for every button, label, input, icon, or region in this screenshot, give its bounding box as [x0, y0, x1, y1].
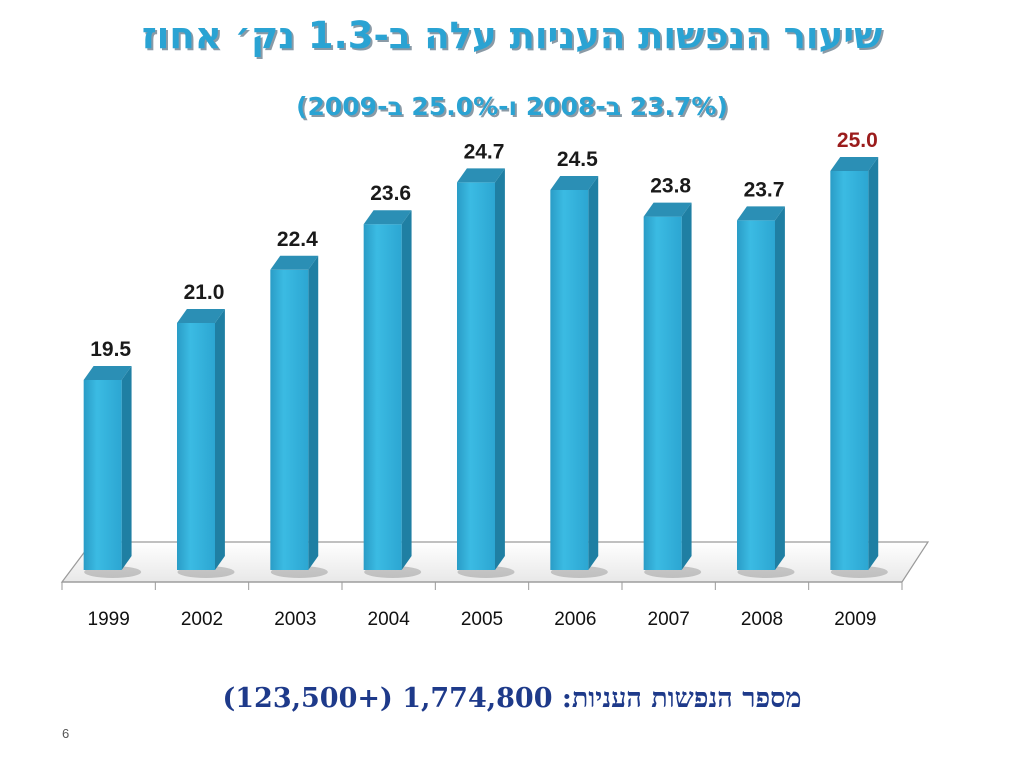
- bar-2006: [550, 176, 608, 578]
- bar-2009: [830, 157, 888, 578]
- x-tick-label: 2007: [648, 609, 690, 630]
- bar-front: [363, 224, 402, 570]
- bar-front: [737, 220, 775, 570]
- bar-top: [363, 210, 412, 225]
- x-tick-label: 2006: [554, 609, 596, 630]
- x-tick-label: 1999: [88, 609, 130, 630]
- bar-value-label: 22.4: [277, 228, 318, 251]
- x-tick-label: 2003: [274, 609, 316, 630]
- bar-value-label: 23.7: [744, 178, 785, 201]
- bar-value-label: 23.8: [650, 175, 691, 198]
- bar-1999: [83, 366, 142, 578]
- bar-side: [868, 157, 879, 570]
- bar-front: [457, 182, 495, 570]
- bar-top: [457, 168, 505, 183]
- bar-side: [495, 168, 505, 570]
- x-tick-label: 2002: [181, 609, 223, 630]
- bar-2003: [270, 255, 328, 578]
- bar-2007: [643, 202, 702, 578]
- poor-persons-count: מספר הנפשות העניות: 1,774,800 (+123,500): [222, 683, 802, 714]
- bar-value-label: 24.7: [464, 140, 505, 163]
- bar-2002: [177, 309, 235, 578]
- bar-top: [550, 176, 599, 190]
- bar-side: [588, 176, 599, 570]
- bar-value-label: 19.5: [90, 338, 131, 361]
- bar-top: [177, 309, 225, 323]
- value-labels-group: 19.5 21.0 22.4 23.6 24.7 24.5 23.8 23.7 25.0: [90, 129, 878, 361]
- bar-front: [177, 323, 215, 570]
- bar-front: [830, 171, 869, 570]
- bar-top: [643, 202, 692, 217]
- slide-title: שיעור הנפשות העניות עלה ב-1.3 נק׳ אחוז: [141, 14, 883, 57]
- bar-2008: [737, 206, 795, 578]
- bar-front: [643, 216, 682, 570]
- x-axis: 1999 2002 2003 2004 2005 2006 2007 2008 2009: [61, 582, 903, 630]
- page-number: 6: [62, 726, 70, 741]
- bar-side: [775, 206, 785, 570]
- x-tick-label: 2009: [834, 609, 876, 630]
- bar-front: [550, 190, 589, 570]
- bar-side: [681, 202, 692, 570]
- bar-value-label: 21.0: [184, 281, 225, 304]
- bar-front: [83, 380, 122, 570]
- bar-side: [401, 210, 412, 570]
- bar-2004: [363, 210, 422, 578]
- bar-value-label: 24.5: [557, 148, 598, 171]
- bar-front: [270, 269, 309, 570]
- bar-side: [308, 255, 319, 571]
- bar-top: [830, 157, 879, 171]
- bar-value-label: 25.0: [837, 129, 878, 152]
- bar-top: [270, 255, 319, 270]
- bar-side: [121, 366, 132, 570]
- x-tick-label: 2008: [741, 609, 783, 630]
- bar-value-label: 23.6: [370, 182, 411, 205]
- x-tick-label: 2005: [461, 609, 503, 630]
- bar-side: [215, 309, 225, 570]
- x-tick-label: 2004: [368, 609, 411, 630]
- bar-top: [83, 366, 132, 380]
- bar-2005: [457, 168, 515, 578]
- bars-group: [83, 157, 888, 578]
- bar-top: [737, 206, 785, 221]
- slide-subtitle: (23.7% ב-2008 ו-25.0% ב-2009): [296, 92, 728, 121]
